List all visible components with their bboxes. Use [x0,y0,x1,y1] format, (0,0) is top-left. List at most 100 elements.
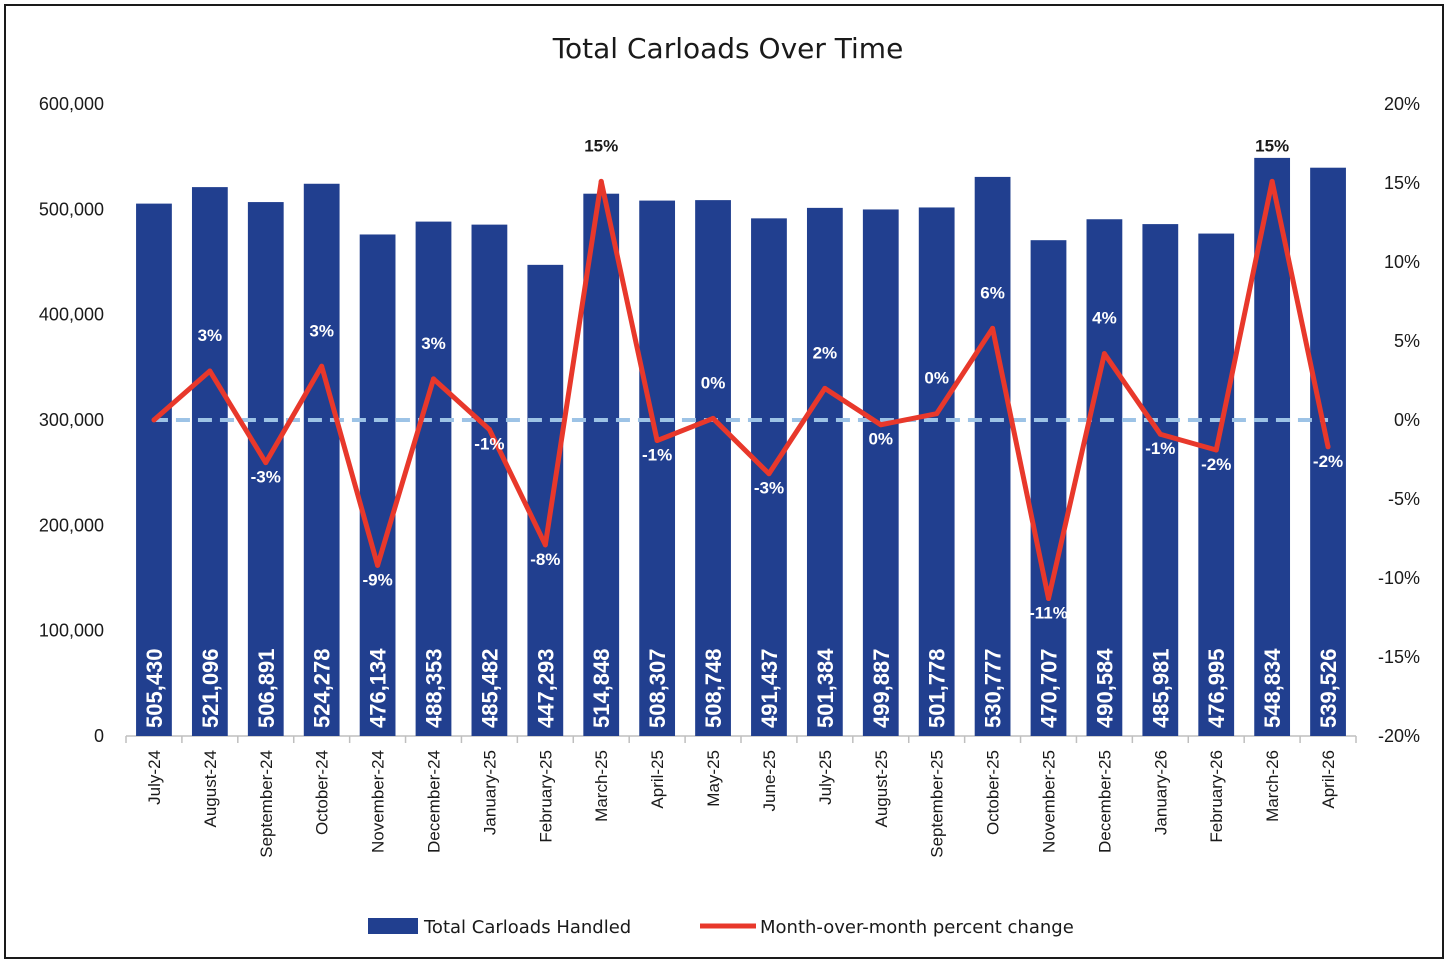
line-group [151,178,1331,602]
legend-label-bar: Total Carloads Handled [423,917,631,938]
pct-change-point [990,325,996,331]
pct-change-point [1325,444,1331,450]
y-left-tick-label: 500,000 [39,199,104,219]
x-category-label: October-24 [313,750,332,835]
bar-value-label: 539,526 [1316,648,1341,728]
bar [918,207,955,736]
x-category-label: September-25 [928,750,947,858]
bar-value-label: 499,887 [869,648,894,728]
bar-value-label: 501,778 [925,648,950,728]
y-left-tick-label: 300,000 [39,410,104,430]
bar [471,224,508,737]
pct-change-point [710,415,716,421]
chart-canvas: Total Carloads Over Time 0 100,000 200,000… [39,32,1420,938]
pct-change-point [766,471,772,477]
bar [583,193,620,737]
bar-value-label: 485,482 [477,648,502,728]
bar [136,203,172,736]
y-right-tick-label: -20% [1378,726,1420,746]
x-category-label: September-24 [257,750,276,858]
pct-change-point [151,417,157,423]
bar [1030,240,1067,736]
y-left-tick-label: 0 [94,726,104,746]
pct-change-point [878,422,884,428]
bar [359,234,396,737]
bar [1310,167,1346,736]
x-category-label: October-25 [984,750,1003,835]
y-left-tick-label: 600,000 [39,94,104,114]
bar-value-label: 548,834 [1260,648,1285,728]
pct-change-label: -2% [1313,452,1343,471]
bar [639,200,676,736]
bar [247,202,284,736]
bar-value-label: 505,430 [142,648,167,728]
pct-change-point [1213,447,1219,453]
pct-change-point [1269,178,1275,184]
bar-value-label: 508,748 [701,648,726,728]
pct-change-label: 2% [813,343,838,362]
bar [1142,224,1179,736]
bar-value-label: 514,848 [589,648,614,728]
bar-value-label: 447,293 [533,648,558,728]
bar-value-label: 476,134 [366,648,391,728]
pct-change-label: -11% [1029,604,1068,623]
legend-label-line: Month-over-month percent change [760,917,1074,938]
pct-change-label: 3% [198,326,223,345]
bars-group [136,157,1346,737]
bar-value-label: 485,981 [1148,648,1173,728]
chart-frame: Total Carloads Over Time 0 100,000 200,000… [4,4,1444,959]
y-right-tick-label: 10% [1384,252,1420,272]
x-category-label: June-25 [760,750,779,811]
bar [527,264,564,736]
x-category-label: March-25 [592,750,611,822]
y-left-tick-label: 400,000 [39,305,104,325]
pct-change-label: 4% [1092,309,1117,328]
bar [303,183,340,737]
pct-change-label: -1% [1145,439,1175,458]
bar [1198,233,1235,737]
bar-value-label: 491,437 [757,648,782,728]
bar [974,176,1011,736]
pct-change-point [822,385,828,391]
pct-change-label: 0% [701,373,726,392]
x-category-label: December-25 [1095,750,1114,853]
pct-change-label: -3% [754,479,784,498]
labels-group: 505,430 521,096 506,891 524,278 476,134 488,3… [142,136,1343,728]
x-category-label: December-24 [425,750,444,853]
pct-change-label: 6% [980,283,1005,302]
pct-change-point [431,376,436,382]
x-category-label: August-25 [872,750,891,828]
pct-change-point [542,542,548,548]
bar-value-label: 476,995 [1204,648,1229,728]
legend-swatch-bar [368,918,418,934]
pct-change-point [1101,351,1107,357]
bar-value-label: 470,707 [1037,648,1062,728]
legend: Total Carloads Handled Month-over-month … [368,917,1074,938]
pct-change-line [152,178,1331,602]
bar-value-label: 490,584 [1092,648,1117,728]
x-category-label: November-24 [369,750,388,853]
bar-value-label: 506,891 [254,648,279,728]
pct-change-label: -1% [642,446,672,465]
pct-change-point [486,426,492,432]
y-right-tick-label: 0% [1394,410,1420,430]
pct-change-label: 0% [868,430,893,449]
x-category-label: July-25 [816,750,835,805]
pct-change-point [263,460,269,466]
bar-value-label: 530,777 [981,648,1006,728]
pct-change-label: 15% [1255,136,1289,155]
pct-change-label: 0% [924,369,949,388]
x-category-label: July-24 [145,750,164,805]
x-category-label: March-26 [1263,750,1282,822]
bar [1254,157,1291,737]
pct-change-label: -2% [1201,455,1231,474]
pct-change-label: 15% [584,136,618,155]
pct-change-point [207,368,213,374]
pct-change-point [1157,431,1163,437]
pct-change-point [934,411,940,417]
y-left-tick-label: 100,000 [39,621,104,641]
y-right-tick-label: -5% [1388,489,1420,509]
x-category-label: May-25 [704,750,723,807]
pct-change-label: -9% [362,570,392,589]
bar-value-label: 521,096 [198,648,223,728]
